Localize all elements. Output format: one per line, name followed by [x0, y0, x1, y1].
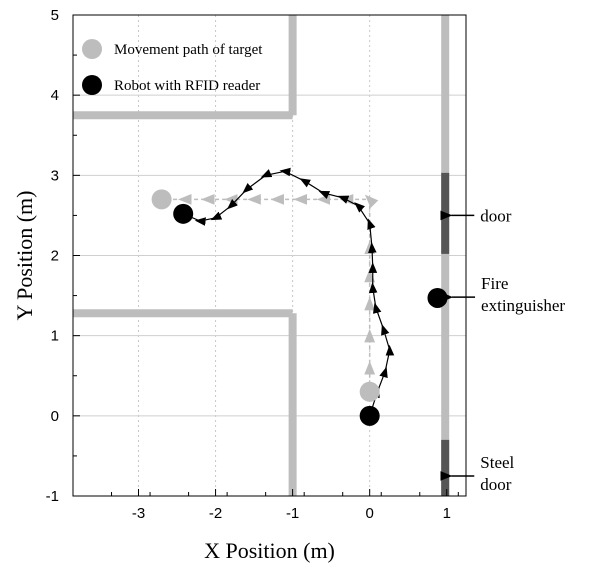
annotation-text: extinguisher: [481, 296, 565, 315]
robot-marker: [173, 203, 194, 224]
robot-marker: [359, 405, 380, 426]
fire-extinguisher-marker: [427, 287, 448, 308]
legend-marker: [82, 75, 102, 95]
x-tick-label: -1: [286, 505, 299, 522]
annotations: door Fire extinguisher Steel door: [440, 206, 565, 494]
y-tick-label: 4: [51, 87, 59, 104]
target-marker: [151, 189, 172, 210]
y-tick-label: -1: [46, 488, 59, 505]
annotation-text: Fire: [481, 274, 508, 293]
axis-ticks: -3 -2 -1 0 1 -1 0 1 2 3 4 5: [46, 7, 459, 522]
target-marker: [359, 381, 380, 402]
legend-label: Movement path of target: [114, 42, 263, 58]
y-tick-label: 2: [51, 248, 59, 265]
y-tick-label: 0: [51, 408, 59, 425]
annotation-text: door: [480, 475, 512, 494]
legend-label: Robot with RFID reader: [114, 78, 260, 94]
x-axis-title: X Position (m): [204, 538, 335, 563]
x-tick-label: -2: [209, 505, 222, 522]
target-path-line: [154, 193, 379, 392]
annotation-text: door: [480, 206, 512, 225]
y-tick-label: 3: [51, 167, 59, 184]
legend-marker: [82, 39, 102, 59]
x-tick-label: 0: [366, 505, 374, 522]
series: [154, 167, 395, 417]
y-axis-title: Y Position (m): [12, 191, 37, 321]
legend: Movement path of target Robot with RFID r…: [82, 39, 263, 95]
y-tick-label: 1: [51, 328, 59, 345]
robot-path-line: [178, 167, 395, 417]
markers: [151, 189, 448, 426]
x-tick-label: -3: [132, 505, 145, 522]
annotation-text: Steel: [480, 453, 514, 472]
x-tick-label: 1: [443, 505, 451, 522]
y-tick-label: 5: [51, 7, 59, 24]
